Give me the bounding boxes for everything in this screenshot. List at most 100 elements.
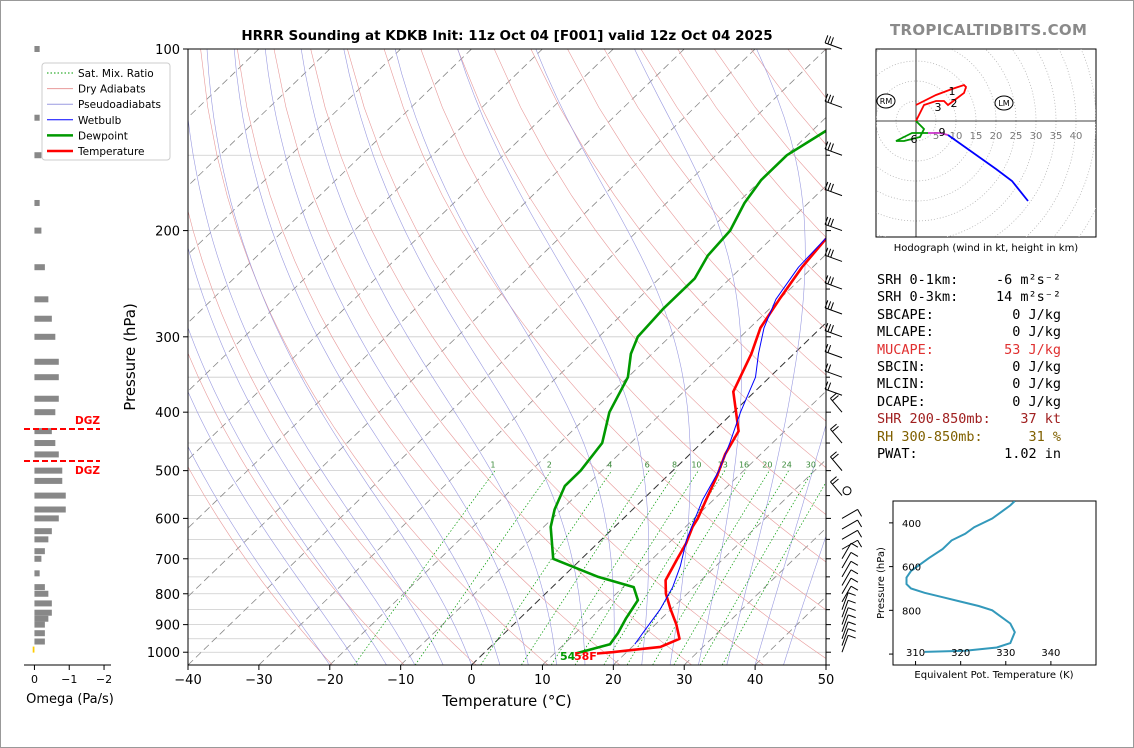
theta-x-tick-label: 310	[906, 648, 925, 659]
stat-row: MLCIN: 0 J/kg	[877, 376, 1061, 393]
barb-feather	[832, 453, 839, 460]
dry-adiabat	[188, 209, 477, 665]
theta-e-ticks: 310 320 330 340 400 600 800	[889, 519, 1060, 665]
omega-tick-label: −2	[96, 673, 112, 686]
dry-adiabat	[188, 352, 405, 665]
pseudoadiabat	[754, 423, 826, 665]
barb-feather	[824, 275, 829, 284]
wind-barb	[824, 181, 843, 197]
hodograph-height-label: 1	[949, 85, 956, 98]
y-tick-label: 600	[155, 512, 180, 527]
barb-feather	[827, 364, 832, 373]
barb-feather	[824, 216, 829, 225]
mixing-ratio-label: 8	[672, 461, 677, 470]
omega-bar	[34, 46, 40, 52]
wind-barb	[824, 343, 843, 359]
isotherm	[188, 49, 543, 392]
pseudoadiabat	[457, 49, 650, 665]
hodograph-segment	[915, 83, 968, 122]
barb-feather	[827, 301, 832, 310]
brand-watermark: TROPICALTIDBITS.COM	[890, 21, 1088, 39]
omega-bar	[34, 477, 63, 484]
barb-feather	[830, 392, 837, 399]
stat-value: 31 %	[1028, 428, 1061, 445]
stat-label: SRH 0-1km:	[877, 272, 959, 288]
x-tick-label: −10	[387, 673, 414, 688]
barb-feather	[827, 382, 832, 391]
barb-feather	[830, 302, 834, 311]
hodograph-trace: 123 6 9 RM LM	[876, 83, 1029, 202]
storm-motion-label: RM	[880, 97, 893, 106]
omega-bar	[34, 528, 52, 535]
stat-value: 53 J/kg	[1004, 341, 1061, 358]
isotherm	[188, 49, 685, 529]
x-tick-label: 0	[467, 673, 475, 688]
stat-value: 14 m²s⁻²	[995, 289, 1061, 306]
mixing-ratio-line	[673, 470, 789, 665]
y-tick-label: 800	[155, 588, 180, 603]
legend: Sat. Mix. Ratio Dry Adiabats Pseudoadiabat…	[41, 62, 171, 161]
barb-shaft	[841, 542, 852, 560]
stat-row: SBCAPE: 0 J/kg	[877, 307, 1061, 324]
barb-feather	[850, 542, 859, 548]
wind-barb	[841, 621, 856, 639]
barb-shaft	[824, 330, 843, 338]
barb-feather	[830, 143, 834, 152]
legend-item: Temperature	[77, 146, 145, 158]
theta-e-frame	[892, 500, 1097, 666]
barb-feather	[830, 218, 834, 227]
stat-label: MLCIN:	[877, 376, 926, 393]
omega-bar	[34, 600, 52, 607]
barb-feather	[830, 277, 834, 286]
barb-feather	[847, 628, 856, 632]
wind-barb	[841, 551, 859, 569]
dry-adiabat	[310, 49, 764, 665]
hodograph-height-label: 9	[939, 126, 946, 139]
x-tick-label: 50	[818, 673, 835, 688]
stat-value: 1.02 in	[1004, 445, 1061, 462]
hodograph-ring-label: 15	[970, 131, 983, 142]
hodograph-segment	[928, 132, 949, 136]
dry-adiabat	[567, 49, 826, 376]
stat-label: MLCAPE:	[877, 324, 934, 341]
barb-feather	[830, 37, 834, 46]
wind-barb	[841, 529, 863, 540]
wind-barb	[824, 275, 843, 290]
mixing-ratio-label: 16	[739, 461, 749, 470]
skewt-xlabel: Temperature (°C)	[441, 692, 571, 710]
barb-shaft	[824, 42, 843, 50]
barb-feather	[827, 344, 832, 353]
isotherm	[683, 527, 826, 665]
omega-bar	[34, 630, 45, 637]
barb-feather	[824, 363, 829, 372]
hodograph-height-label: 2	[951, 97, 958, 110]
rm-marker: RM	[876, 93, 896, 109]
chart-title: HRRR Sounding at KDKB Init: 11z Oct 04 […	[241, 28, 772, 44]
barb-shaft	[824, 388, 843, 396]
isotherm	[471, 322, 826, 665]
pseudoadiabat	[300, 49, 557, 665]
wind-barb	[824, 381, 843, 396]
pseudoadiabat	[233, 49, 501, 665]
wind-barb	[841, 607, 856, 625]
legend-box	[41, 62, 171, 161]
omega-bar	[34, 555, 42, 562]
omega-bar	[34, 264, 45, 271]
x-tick-label: 10	[534, 673, 551, 688]
barb-shaft	[830, 481, 843, 496]
omega-bar	[34, 227, 42, 234]
hodograph-ring-label: 40	[1070, 131, 1083, 142]
barb-feather	[824, 300, 829, 309]
theta-y-tick-label: 800	[902, 606, 921, 617]
barb-shaft	[841, 508, 858, 519]
mixing-ratio-line	[699, 470, 814, 665]
wind-barbs	[824, 35, 863, 653]
series-wetbulb	[634, 237, 826, 645]
barb-feather	[824, 181, 829, 190]
theta-e-profile	[905, 501, 1016, 653]
omega-bar	[34, 515, 59, 522]
stat-label: SBCIN:	[877, 358, 926, 375]
barb-feather	[830, 451, 837, 458]
hodograph-ring-label: 10	[950, 131, 963, 142]
omega-bar	[34, 492, 66, 499]
